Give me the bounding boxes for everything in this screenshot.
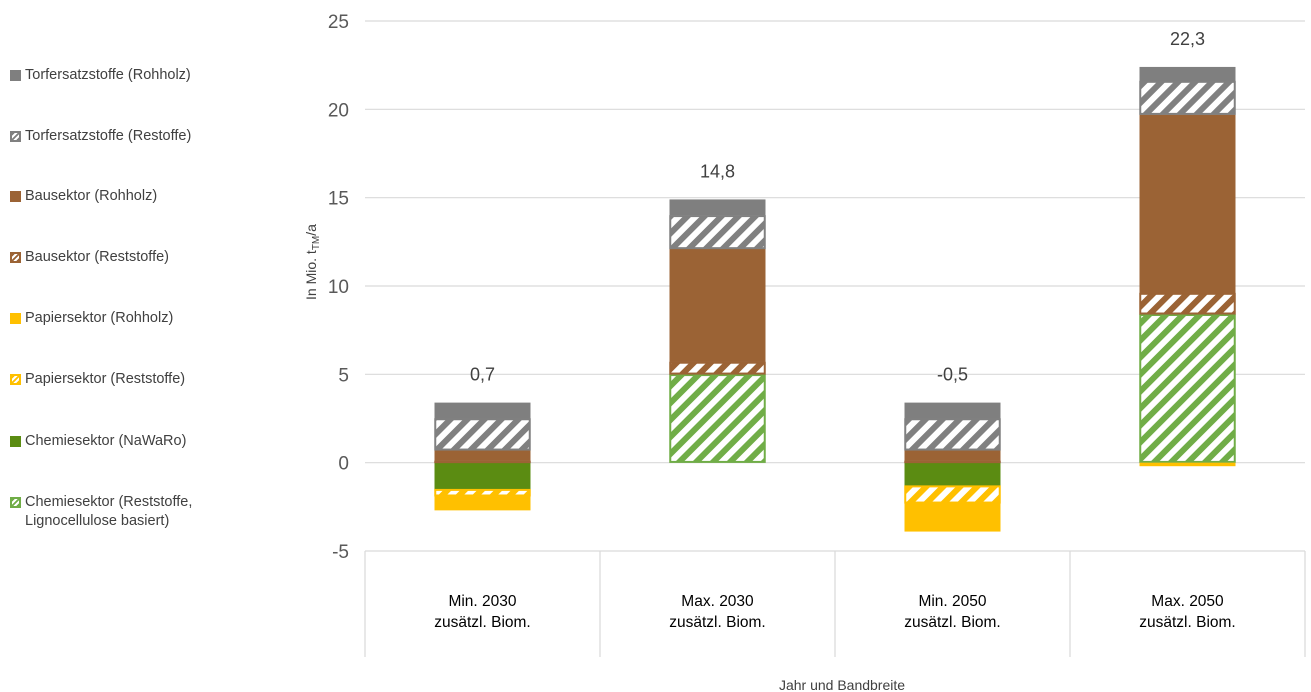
legend-swatch: [10, 436, 21, 447]
legend-item: Torfersatzstoffe (Restoffe): [10, 127, 191, 146]
y-tick-label: 20: [328, 100, 349, 121]
legend-item: Chemiesektor (Reststoffe, Lignocellulose…: [10, 493, 192, 531]
bar-segment: [904, 460, 1001, 464]
bar-segment: [669, 248, 766, 362]
bar-segment: [1139, 80, 1236, 115]
legend-swatch: [10, 191, 21, 202]
legend-label: Bausektor (Reststoffe): [25, 249, 169, 265]
x-tick-label: Max. 2030: [681, 593, 754, 610]
y-tick-label: -5: [332, 542, 349, 563]
bar-segment: [434, 418, 531, 451]
bar-segment: [1139, 462, 1236, 467]
legend-swatch: [10, 497, 21, 508]
bar-segment: [669, 374, 766, 463]
bar-segment: [434, 460, 531, 464]
bar-segment: [434, 402, 531, 419]
bar-segment: [434, 462, 531, 490]
bar-segment: [904, 462, 1001, 486]
y-tick-label: 0: [338, 454, 349, 475]
x-axis-title: Jahr und Bandbreite: [779, 677, 905, 692]
legend-item: Torfersatzstoffe (Rohholz): [10, 66, 191, 85]
bar-segment: [434, 450, 531, 461]
legend-swatch: [10, 313, 21, 324]
bar-segment: [669, 215, 766, 250]
legend-label: Torfersatzstoffe (Rohholz): [25, 67, 191, 83]
legend-swatch: [10, 374, 21, 385]
legend-item: Chemiesektor (NaWaRo): [10, 432, 186, 451]
bar-segment: [434, 488, 531, 497]
y-tick-label: 10: [328, 277, 349, 298]
bar-segment: [1139, 66, 1236, 82]
bar-segment: [1139, 114, 1236, 294]
legend-item: Papiersektor (Rohholz): [10, 309, 173, 328]
legend-item: Bausektor (Reststoffe): [10, 248, 169, 267]
x-tick-label: zusätzl. Biom.: [904, 614, 1000, 631]
legend-swatch: [10, 131, 21, 142]
legend-label: Papiersektor (Reststoffe): [25, 371, 186, 387]
legend-item: Papiersektor (Reststoffe): [10, 370, 185, 389]
legend-label: Bausektor (Rohholz): [25, 188, 158, 204]
legend-label: Chemiesektor (NaWaRo): [25, 433, 187, 449]
bar-segment: [669, 199, 766, 216]
data-label-total: 14,8: [700, 161, 735, 181]
y-tick-label: 25: [328, 12, 349, 33]
x-tick-label: Max. 2050: [1151, 593, 1224, 610]
legend-swatch: [10, 252, 21, 263]
bar-segment: [1139, 314, 1236, 463]
bar-segment: [1139, 292, 1236, 315]
legend-label: Papiersektor (Rohholz): [25, 310, 174, 326]
x-tick-label: zusätzl. Biom.: [434, 614, 530, 631]
bar-segment: [904, 503, 1001, 532]
y-axis-title: In Mio. tTM/a: [303, 224, 322, 300]
bar-segment: [669, 361, 766, 375]
data-label-total: 22,3: [1170, 29, 1205, 49]
x-tick-label: Min. 2050: [918, 593, 986, 610]
legend-item: Bausektor (Rohholz): [10, 187, 157, 206]
legend-label: Chemiesektor (Reststoffe, Lignocellulose…: [25, 494, 193, 529]
legend-label: Torfersatzstoffe (Restoffe): [25, 128, 192, 144]
y-tick-label: 5: [338, 365, 349, 386]
bar-segment: [904, 402, 1001, 419]
bar-segment: [904, 450, 1001, 461]
bar-segment: [904, 485, 1001, 504]
bar-segment: [904, 418, 1001, 451]
y-tick-label: 15: [328, 189, 349, 210]
x-tick-label: Min. 2030: [448, 593, 516, 610]
data-label-total: -0,5: [937, 365, 968, 385]
legend-swatch: [10, 70, 21, 81]
x-tick-label: zusätzl. Biom.: [669, 614, 765, 631]
bar-segment: [434, 496, 531, 511]
x-tick-label: zusätzl. Biom.: [1139, 614, 1235, 631]
data-label-total: 0,7: [470, 365, 495, 385]
